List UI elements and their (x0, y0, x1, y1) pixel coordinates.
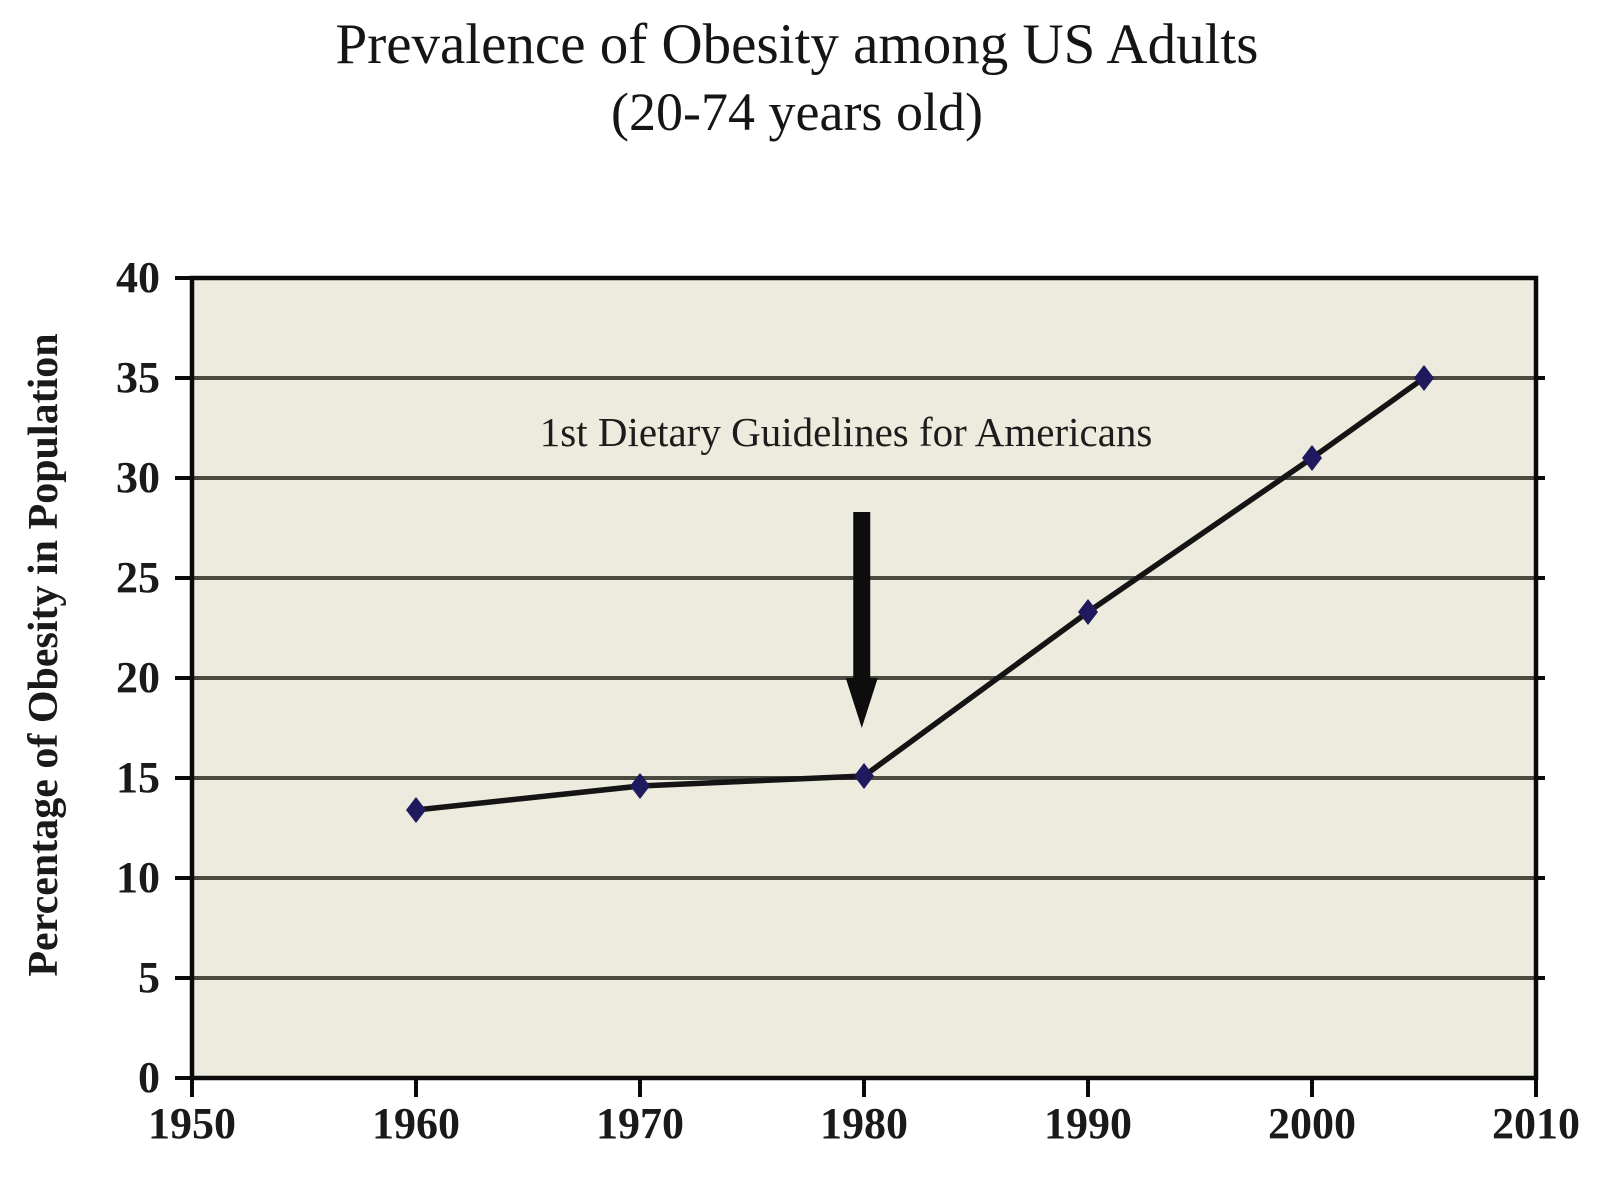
y-tick-label: 20 (116, 653, 160, 702)
x-tick-label: 2000 (1268, 1099, 1356, 1148)
y-tick-label: 30 (116, 453, 160, 502)
y-tick-label: 15 (116, 753, 160, 802)
x-tick-label: 1950 (148, 1099, 236, 1148)
y-tick-label: 0 (138, 1053, 160, 1102)
data-point-marker (1078, 599, 1098, 625)
y-tick-label: 25 (116, 553, 160, 602)
data-point-marker (1414, 365, 1434, 391)
x-tick-label: 1960 (372, 1099, 460, 1148)
y-tick-label: 40 (116, 253, 160, 302)
series-line (413, 375, 1427, 813)
y-tick-label: 10 (116, 853, 160, 902)
annotation-label: 1st Dietary Guidelines for Americans (539, 409, 1153, 455)
data-point-marker (406, 797, 426, 823)
y-tick-label: 35 (116, 353, 160, 402)
annotation-arrow (845, 512, 878, 728)
chart-title-line1: Prevalence of Obesity among US Adults (335, 13, 1259, 76)
x-tick-label: 2010 (1492, 1099, 1580, 1148)
chart-title-block: Prevalence of Obesity among US Adults (2… (0, 10, 1594, 144)
y-tick-label: 5 (138, 953, 160, 1002)
data-point-marker (630, 773, 650, 799)
chart-title-line2: (20-74 years old) (611, 82, 983, 142)
x-tick-label: 1990 (1044, 1099, 1132, 1148)
x-tick-label: 1970 (596, 1099, 684, 1148)
x-tick-label: 1980 (820, 1099, 908, 1148)
data-point-marker (854, 763, 874, 789)
data-point-marker (1302, 445, 1322, 471)
